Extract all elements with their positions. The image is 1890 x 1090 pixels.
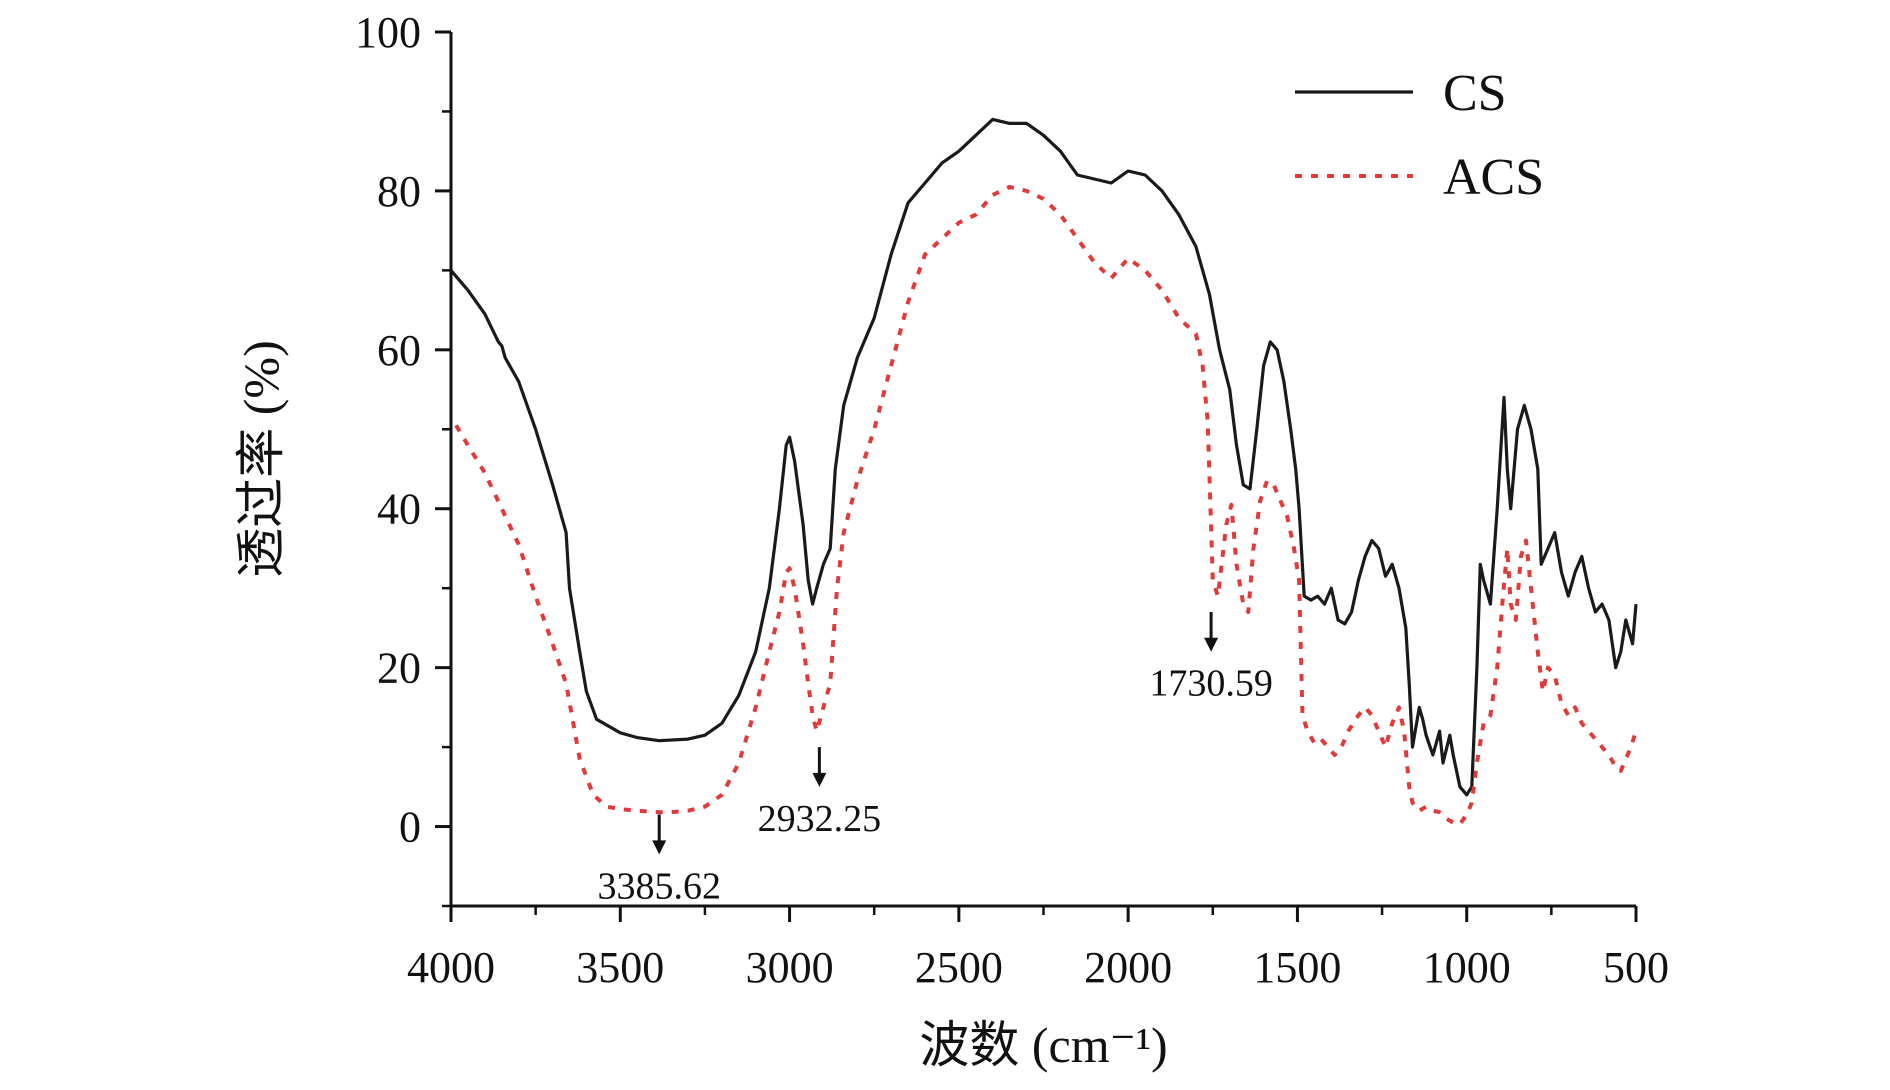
y-axis-label: 透过率 (%) <box>233 340 289 577</box>
peak-annotation-label: 3385.62 <box>597 865 721 907</box>
x-tick-label: 500 <box>1603 943 1669 992</box>
x-tick-label: 1500 <box>1253 943 1341 992</box>
y-tick-label: 0 <box>399 803 421 852</box>
series-line-cs <box>449 117 1638 797</box>
y-tick-label: 40 <box>377 485 421 534</box>
x-axis-label: 波数 (cm⁻¹) <box>919 1017 1167 1073</box>
y-tick-label: 60 <box>377 326 421 375</box>
y-tick-label: 20 <box>377 644 421 693</box>
y-tick-label: 80 <box>377 167 421 216</box>
series-layer <box>449 117 1638 827</box>
annotation-layer: 3385.62 2932.25 1730.59 <box>597 612 1273 907</box>
axes-layer: 4000 3500 3000 2500 2000 1500 1000 500 0 20 40 60 80… <box>355 8 1669 992</box>
peak-annotation-label: 2932.25 <box>758 798 882 840</box>
annotation-arrow-head <box>1204 637 1219 652</box>
legend: CS ACS <box>1295 65 1544 206</box>
x-tick-label: 2500 <box>915 943 1003 992</box>
x-tick-label: 1000 <box>1423 943 1511 992</box>
legend-label-cs: CS <box>1443 65 1507 122</box>
y-tick-label: 100 <box>355 8 421 57</box>
annotation-arrow-head <box>652 840 667 855</box>
x-tick-label: 3500 <box>576 943 664 992</box>
legend-label-acs: ACS <box>1443 149 1544 206</box>
peak-annotation-label: 1730.59 <box>1149 663 1273 705</box>
x-tick-label: 4000 <box>407 943 495 992</box>
x-tick-label: 2000 <box>1084 943 1172 992</box>
series-line-acs <box>454 184 1638 827</box>
x-tick-label: 3000 <box>746 943 834 992</box>
annotation-arrow-head <box>812 772 827 787</box>
